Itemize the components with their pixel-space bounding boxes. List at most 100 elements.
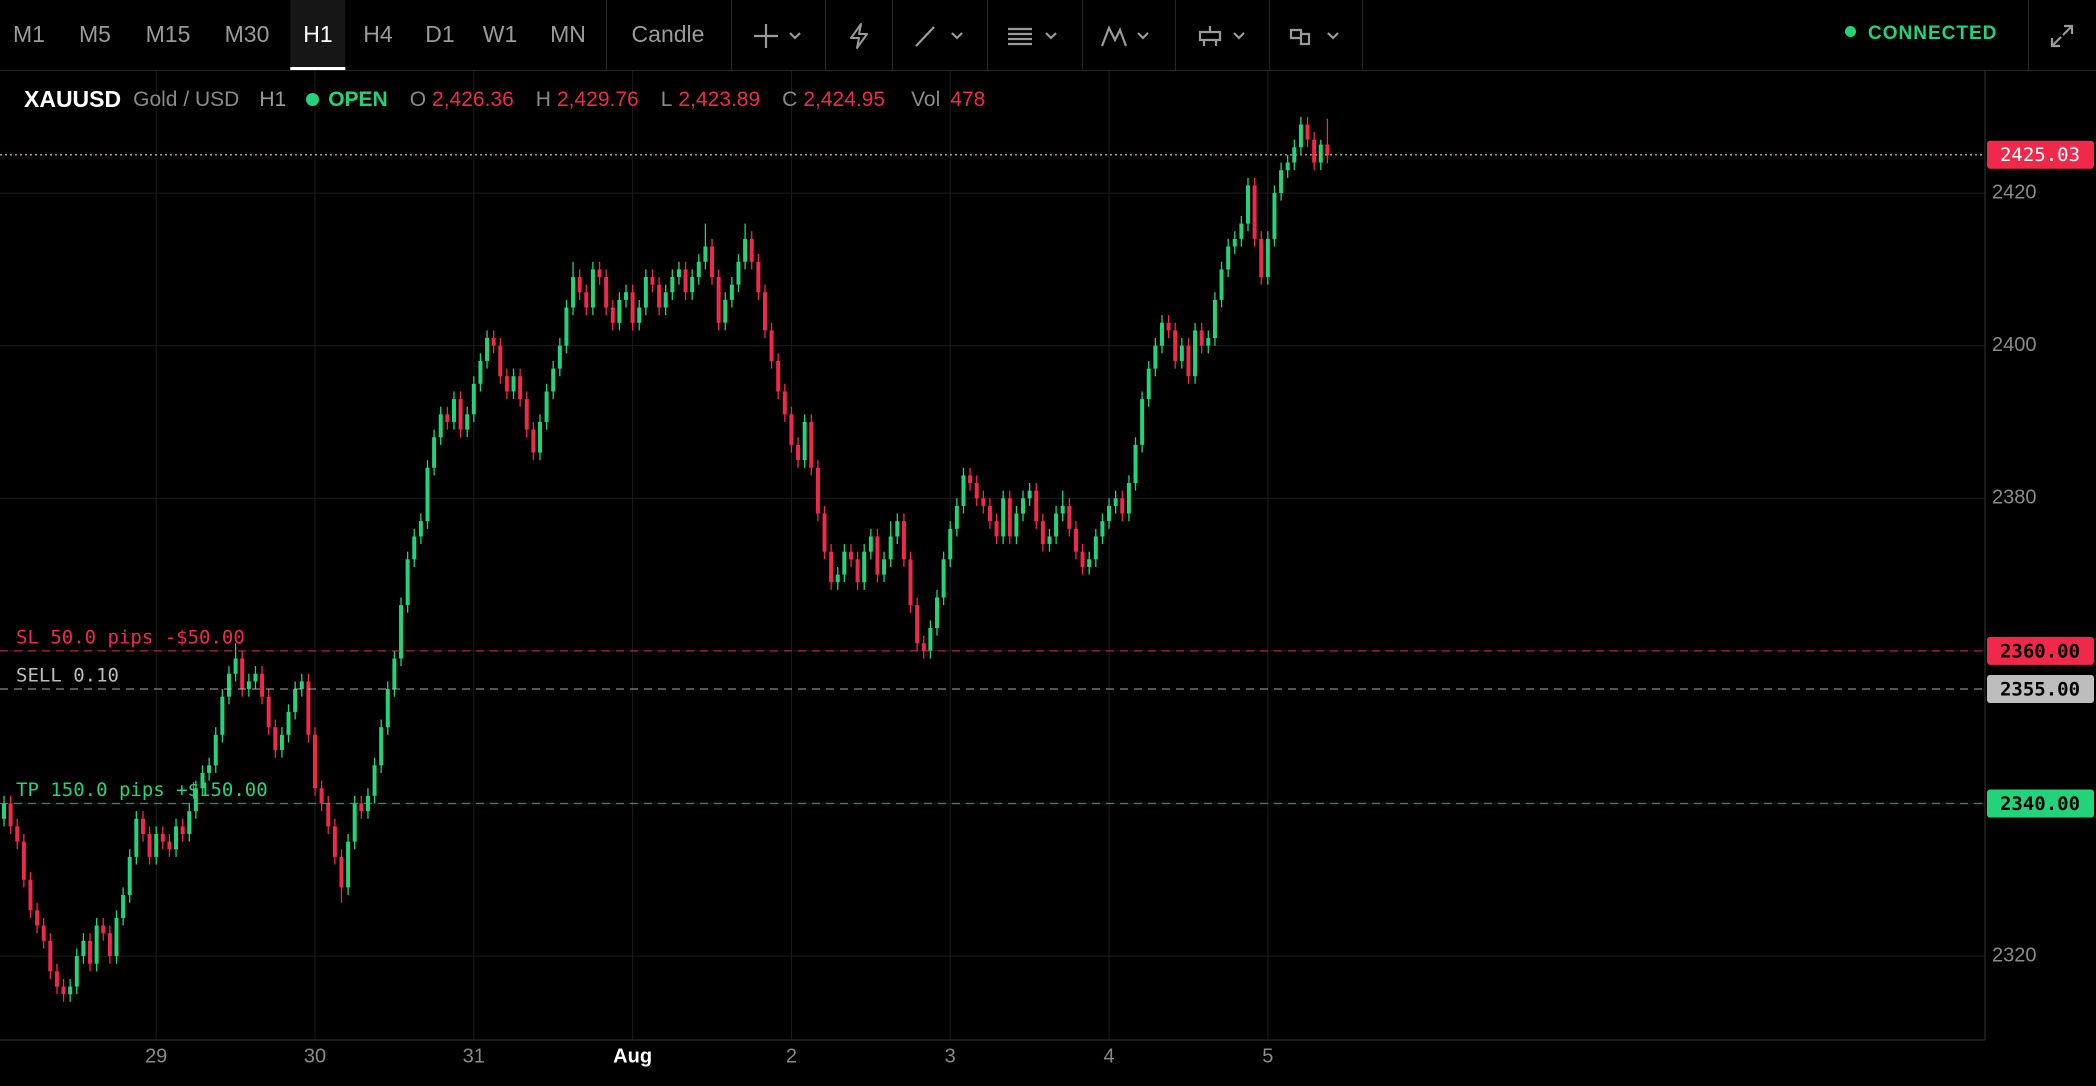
candle-body: [332, 826, 337, 857]
x-tick-label: 5: [1262, 1045, 1273, 1067]
candle-body: [1140, 399, 1145, 445]
timeframe-button[interactable]: H1: [290, 0, 346, 70]
timeframe-button[interactable]: H4: [363, 21, 393, 47]
candle-body: [1034, 490, 1039, 522]
candle-body: [385, 689, 390, 728]
candle-body: [650, 277, 655, 285]
candle-body: [1279, 170, 1284, 194]
candle-body: [1047, 536, 1052, 545]
candles: [2, 116, 1330, 1002]
line-tool[interactable]: [912, 22, 972, 50]
candle-body: [8, 803, 13, 827]
candle-body: [174, 826, 179, 850]
candle-body: [604, 277, 609, 308]
candle-body: [279, 734, 284, 751]
volume-key: Vol: [911, 87, 941, 111]
timeframe-button[interactable]: W1: [482, 21, 518, 47]
candle-body: [895, 521, 900, 537]
candle-body: [901, 521, 906, 560]
ohlc: O 2,426.36 H 2,429.76 L 2,423.89 C 2,424.95: [388, 88, 885, 112]
timeframe-button[interactable]: MN: [550, 21, 586, 47]
ohlc-value: 2,426.36: [432, 87, 514, 111]
grid: [0, 71, 1985, 1040]
candle-body: [1107, 505, 1112, 522]
candle-body: [180, 826, 185, 834]
candle-body: [1120, 498, 1125, 514]
candle-body: [226, 673, 231, 697]
candle-body: [842, 551, 847, 575]
fullscreen-button[interactable]: [2048, 22, 2076, 50]
template-tool[interactable]: [1196, 22, 1256, 50]
candle-body: [663, 292, 668, 308]
ohlc-key: L: [660, 87, 673, 111]
divider: [987, 0, 988, 70]
candle-body: [1113, 498, 1118, 506]
candle-body: [928, 627, 933, 651]
candle-body: [1014, 513, 1019, 537]
symbol-bar: XAUUSD Gold / USD H1 OPEN O 2,426.36 H 2,42…: [24, 86, 985, 113]
candle-body: [564, 307, 569, 346]
candle-body: [915, 605, 920, 644]
price-box-label: 2355.00: [2000, 679, 2080, 701]
candle-body: [769, 330, 774, 361]
price-box-label: 2360.00: [2000, 640, 2080, 662]
candle-body: [1126, 483, 1131, 514]
alert-tool[interactable]: [845, 22, 873, 50]
candle-body: [1259, 238, 1264, 278]
ohlc-value: 2,423.89: [678, 87, 761, 111]
timeframe-button[interactable]: D1: [425, 21, 455, 47]
candle-body: [352, 803, 357, 842]
candle-body: [1100, 521, 1105, 537]
candle-body: [1027, 490, 1032, 499]
candle-body: [451, 399, 456, 422]
candle-body: [743, 238, 748, 262]
candle-body: [597, 269, 602, 278]
candle-body: [458, 399, 463, 430]
candle-body: [934, 597, 939, 628]
candle-body: [1312, 139, 1317, 163]
timeframe-button[interactable]: M30: [224, 21, 270, 47]
candle-body: [518, 376, 523, 400]
candle-body: [1298, 124, 1303, 148]
timeframe-button[interactable]: M5: [79, 21, 111, 47]
x-tick-label: 2: [786, 1045, 797, 1067]
candle-body: [544, 391, 549, 422]
candle-body: [868, 536, 873, 552]
timeframe-button[interactable]: M15: [145, 21, 191, 47]
shapes-tool[interactable]: [1288, 22, 1348, 50]
session: OPEN: [328, 87, 388, 111]
divider: [1175, 0, 1176, 70]
candle-body: [716, 277, 721, 323]
x-tick-label: 3: [945, 1045, 956, 1067]
candle-body: [643, 277, 648, 308]
candle-body: [974, 483, 979, 499]
indicators-tool[interactable]: [1100, 22, 1160, 50]
candle-body: [577, 277, 582, 293]
candle-body: [405, 559, 410, 606]
candle-body: [610, 307, 615, 323]
price-box: [1987, 675, 2094, 704]
candle-body: [1193, 330, 1198, 377]
candle-body: [465, 414, 470, 430]
candle-body: [346, 841, 351, 888]
candle-body: [81, 940, 86, 957]
candle-body: [246, 681, 251, 690]
candle-body: [1292, 147, 1297, 163]
divider: [892, 0, 893, 70]
crosshair-tool[interactable]: [752, 22, 812, 50]
candle-body: [1073, 528, 1078, 552]
y-tick-label: 2400: [1992, 334, 2037, 356]
candle-body: [121, 895, 126, 918]
candle-body: [339, 856, 344, 888]
price-box-label: 2425.03: [2000, 144, 2080, 166]
candle-body: [134, 818, 139, 857]
candle-body: [571, 277, 576, 308]
candle-body: [1166, 322, 1171, 331]
y-tick-label: 2320: [1992, 944, 2037, 966]
chart-style-button[interactable]: Candle: [631, 21, 705, 47]
candle-body: [987, 505, 992, 522]
candle-body: [193, 788, 198, 812]
fib-tool[interactable]: [1006, 22, 1066, 50]
candle-body: [1206, 338, 1211, 346]
timeframe-button[interactable]: M1: [13, 21, 45, 47]
